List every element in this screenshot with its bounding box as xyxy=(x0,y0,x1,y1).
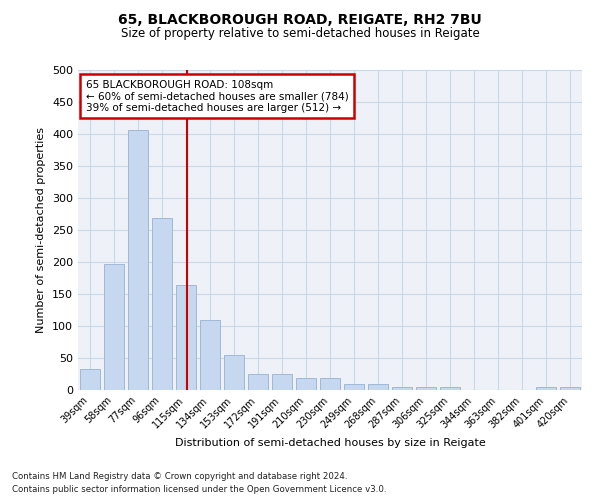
Bar xyxy=(176,285,196,390)
Text: Contains public sector information licensed under the Open Government Licence v3: Contains public sector information licen… xyxy=(12,485,386,494)
Y-axis label: Number of semi-detached properties: Number of semi-detached properties xyxy=(37,127,46,333)
Bar xyxy=(368,384,388,390)
Bar xyxy=(344,384,364,390)
X-axis label: Distribution of semi-detached houses by size in Reigate: Distribution of semi-detached houses by … xyxy=(175,438,485,448)
Bar xyxy=(392,387,412,390)
Bar xyxy=(104,264,124,390)
Bar xyxy=(248,374,268,390)
Bar xyxy=(416,387,436,390)
Bar xyxy=(536,387,556,390)
Bar xyxy=(440,388,460,390)
Text: Contains HM Land Registry data © Crown copyright and database right 2024.: Contains HM Land Registry data © Crown c… xyxy=(12,472,347,481)
Text: 65 BLACKBOROUGH ROAD: 108sqm
← 60% of semi-detached houses are smaller (784)
39%: 65 BLACKBOROUGH ROAD: 108sqm ← 60% of se… xyxy=(86,80,349,113)
Bar xyxy=(272,374,292,390)
Bar xyxy=(560,387,580,390)
Bar xyxy=(152,218,172,390)
Text: Size of property relative to semi-detached houses in Reigate: Size of property relative to semi-detach… xyxy=(121,28,479,40)
Bar xyxy=(200,320,220,390)
Bar xyxy=(80,369,100,390)
Text: 65, BLACKBOROUGH ROAD, REIGATE, RH2 7BU: 65, BLACKBOROUGH ROAD, REIGATE, RH2 7BU xyxy=(118,12,482,26)
Bar xyxy=(296,378,316,390)
Bar xyxy=(128,130,148,390)
Bar xyxy=(320,378,340,390)
Bar xyxy=(224,355,244,390)
